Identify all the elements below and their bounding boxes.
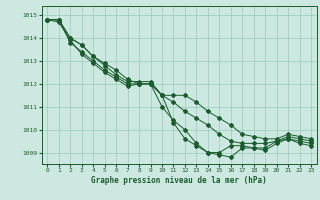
X-axis label: Graphe pression niveau de la mer (hPa): Graphe pression niveau de la mer (hPa) (91, 176, 267, 185)
